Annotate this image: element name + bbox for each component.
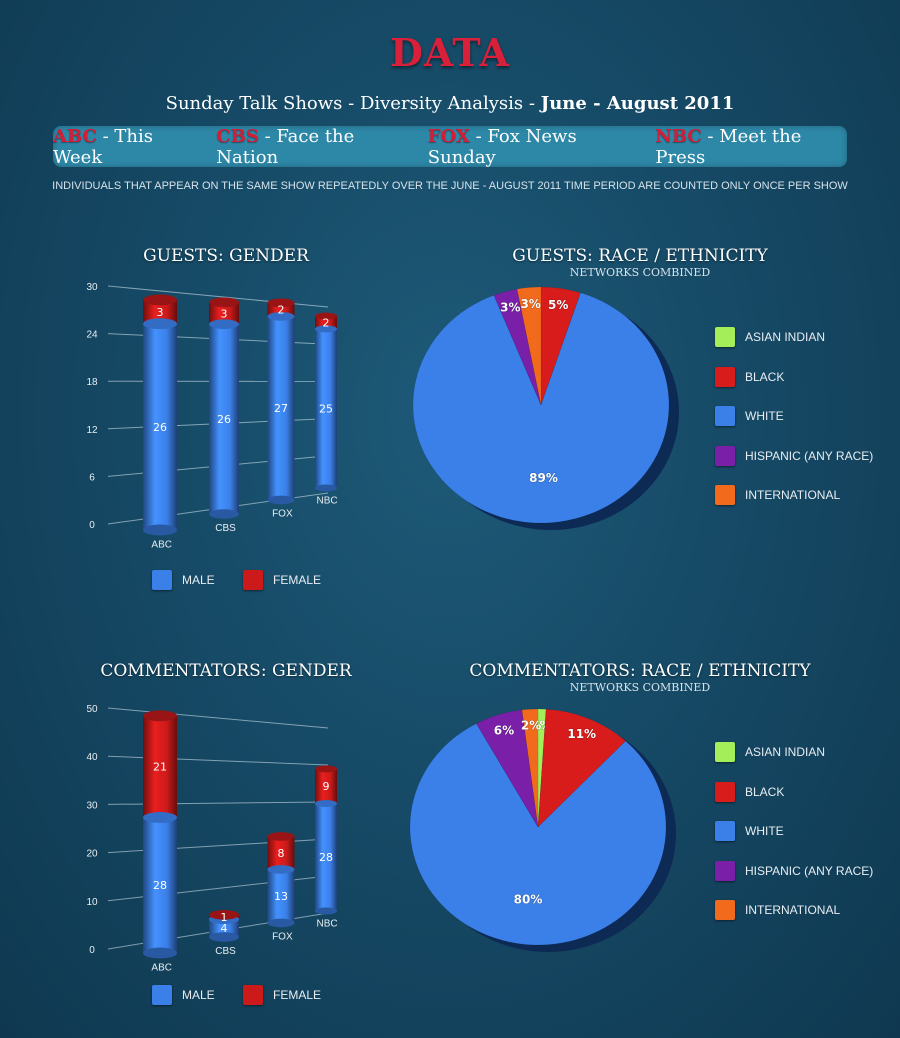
legend-label: HISPANIC (ANY RACE) [745,449,873,463]
guests-gender-title: GUESTS: GENDER [106,246,346,266]
shows-banner: ABC - This Week CBS - Face the Nation FO… [53,126,847,167]
legend-swatch [715,485,735,505]
legend-item-white: WHITE [715,821,784,841]
guests-race-chart: 5% 89% 3% 3% [0,278,900,578]
pie-label-black: 11% [567,727,596,741]
page-subtitle: Sunday Talk Shows - Diversity Analysis -… [0,93,900,114]
network-nbc: NBC [655,126,701,147]
legend-item-international: INTERNATIONAL [715,485,840,505]
pie-label-black: 5% [548,298,568,312]
commentators-gender-title: COMMENTATORS: GENDER [96,661,356,681]
legend-item-hispanic: HISPANIC (ANY RACE) [715,446,873,466]
legend-swatch [715,782,735,802]
legend-item-hispanic: HISPANIC (ANY RACE) [715,861,873,881]
subtitle-text: Sunday Talk Shows - Diversity Analysis - [166,93,541,114]
legend-item-black: BLACK [715,367,784,387]
legend-item-black: BLACK [715,782,784,802]
pie-label-hispanic: 6% [494,723,514,737]
pie-label-hispanic: 3% [500,301,520,315]
page-title: DATA [0,30,900,75]
legend-swatch [715,446,735,466]
legend-swatch [715,742,735,762]
network-cbs: CBS [216,126,259,147]
legend-label: INTERNATIONAL [745,903,840,917]
legend-swatch [715,900,735,920]
guests-race-title: GUESTS: RACE / ETHNICITY [480,246,800,266]
commentators-race-chart: 1%11%80%6% 2% [0,692,900,992]
pie-label-international: 3% [520,297,540,311]
subtitle-date-range: June - August 2011 [541,93,735,114]
network-abc: ABC [53,126,97,147]
legend-label: WHITE [745,824,784,838]
commentators-race-title: COMMENTATORS: RACE / ETHNICITY [460,661,820,681]
legend-swatch [715,367,735,387]
pie-label-international: 2% [521,719,541,733]
legend-item-asian-indian: ASIAN INDIAN [715,742,825,762]
methodology-note: INDIVIDUALS THAT APPEAR ON THE SAME SHOW… [0,180,900,192]
legend-label: BLACK [745,785,784,799]
legend-label: WHITE [745,409,784,423]
legend-swatch [715,406,735,426]
show-fox: FOX - Fox News Sunday [428,126,640,168]
pie-label-white: 80% [514,893,543,907]
legend-item-asian-indian: ASIAN INDIAN [715,327,825,347]
pie-label-white: 89% [529,471,558,485]
show-cbs: CBS - Face the Nation [216,126,411,168]
show-abc: ABC - This Week [53,126,200,168]
legend-swatch [715,327,735,347]
legend-swatch [715,861,735,881]
legend-label: INTERNATIONAL [745,488,840,502]
legend-label: HISPANIC (ANY RACE) [745,864,873,878]
network-fox: FOX [428,126,470,147]
legend-swatch [715,821,735,841]
legend-label: BLACK [745,370,784,384]
legend-item-white: WHITE [715,406,784,426]
show-nbc: NBC - Meet the Press [655,126,847,168]
legend-label: ASIAN INDIAN [745,330,825,344]
legend-label: ASIAN INDIAN [745,745,825,759]
legend-item-international: INTERNATIONAL [715,900,840,920]
